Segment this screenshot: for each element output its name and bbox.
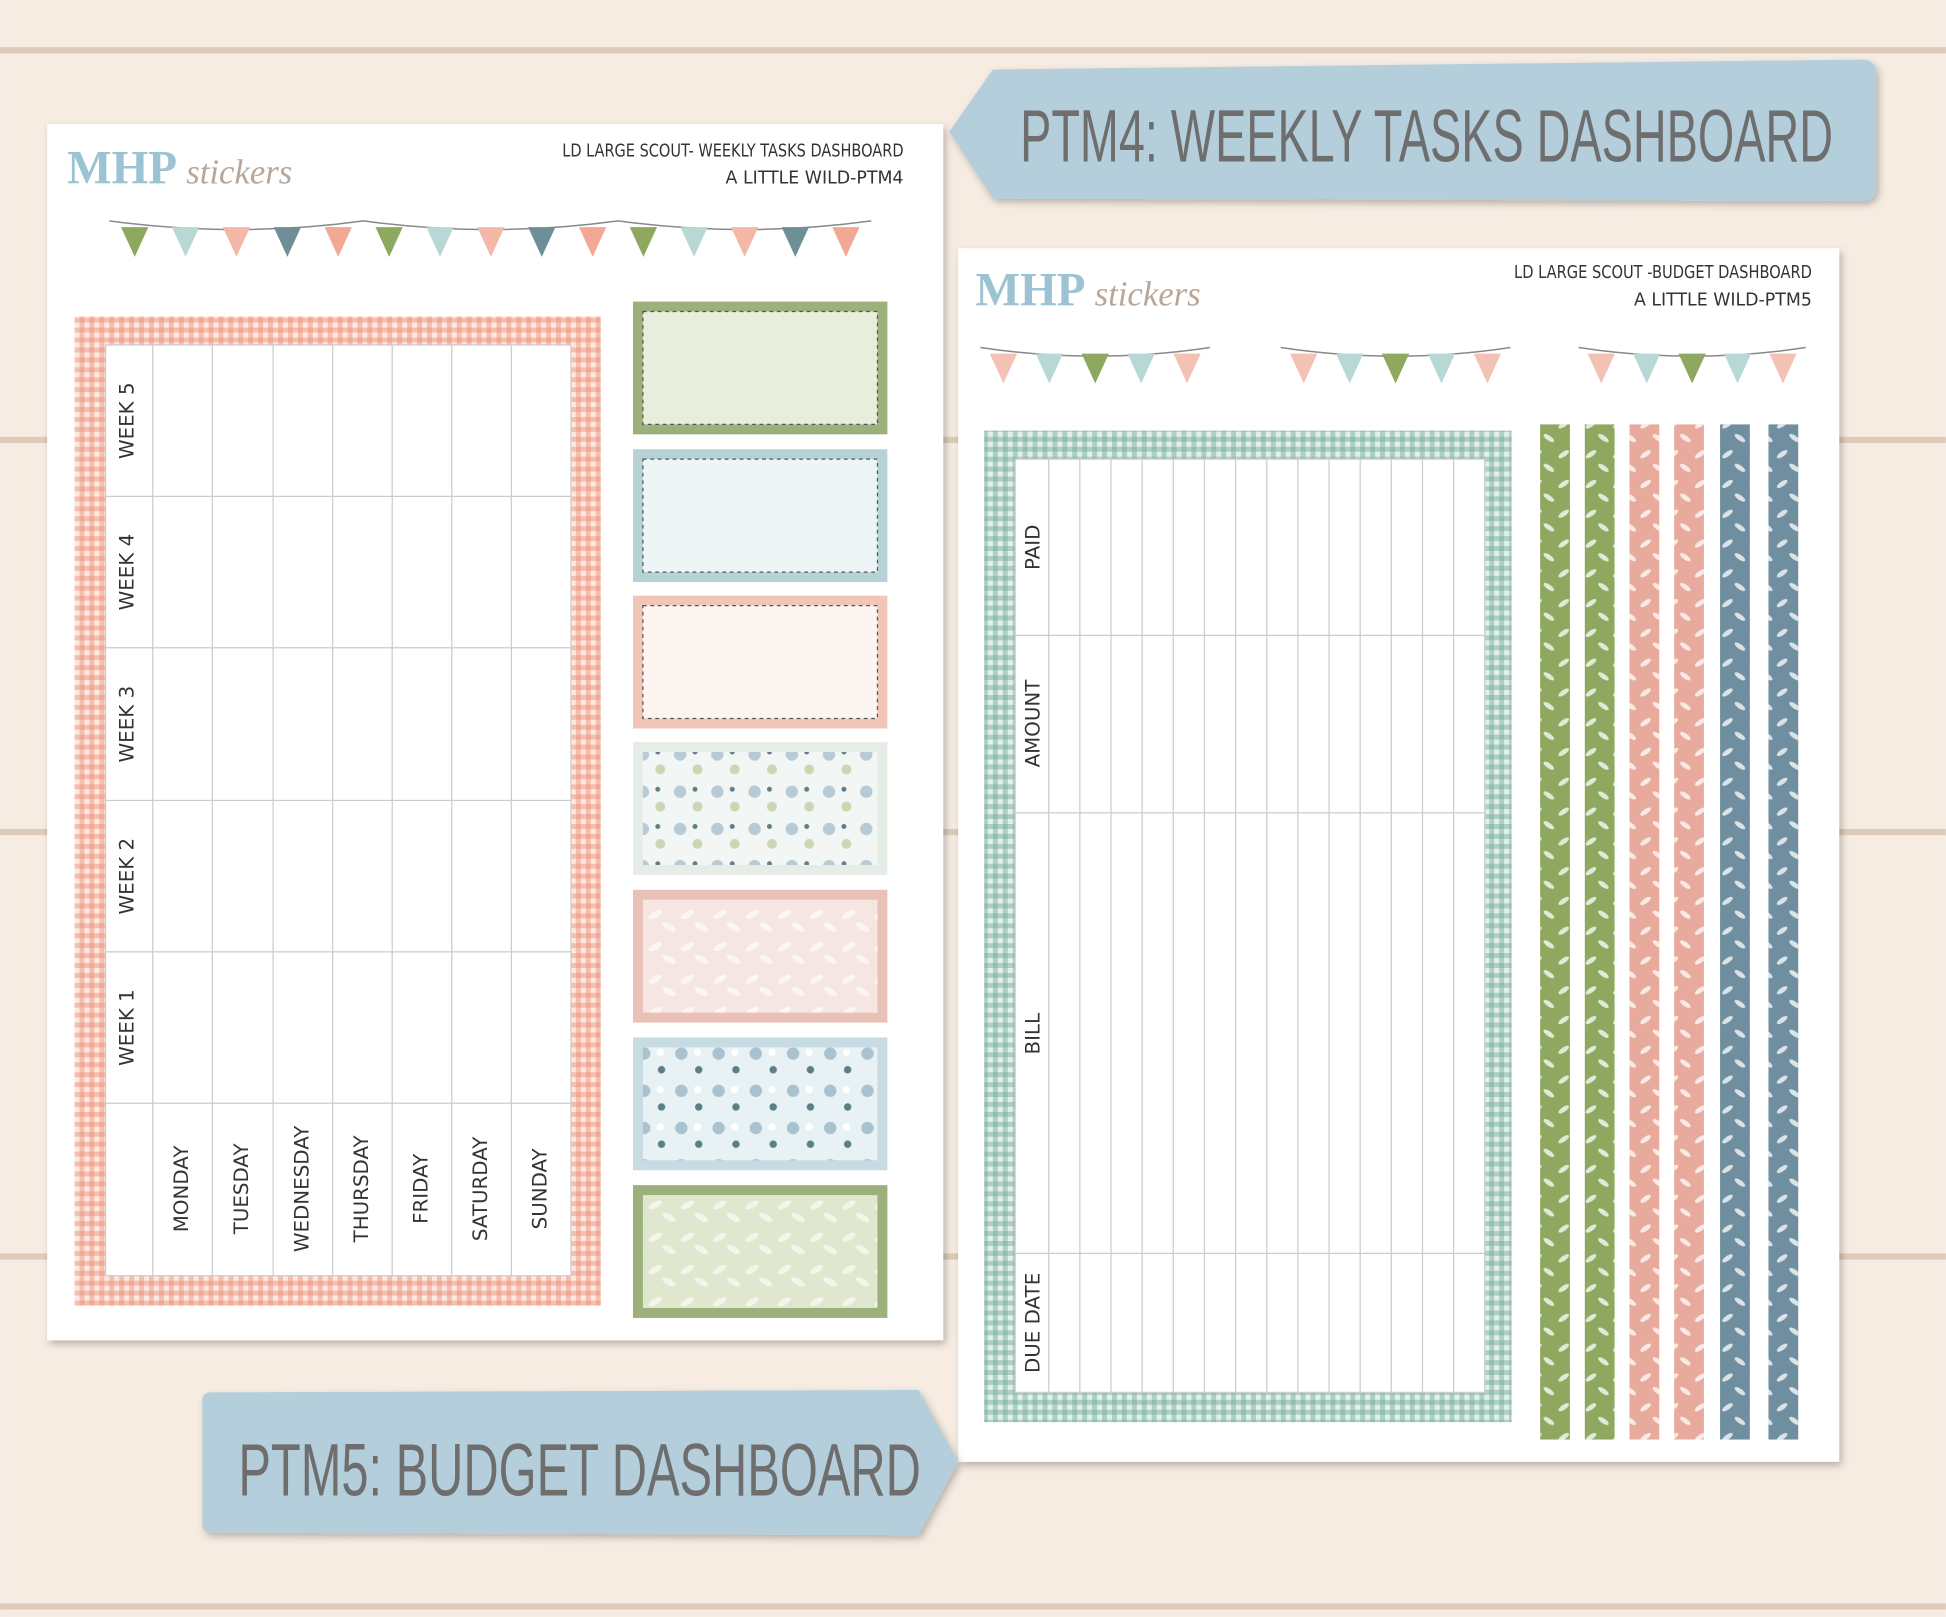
- sticker-box-inner: [642, 1195, 878, 1308]
- sticker-box-inner: [642, 899, 878, 1013]
- logo-script: stickers: [1095, 274, 1201, 313]
- bunting-flag: [731, 227, 759, 257]
- washi-pattern: [1768, 424, 1799, 1440]
- washi-pattern: [1720, 424, 1750, 1440]
- washi-pattern: [1674, 424, 1704, 1440]
- bunting-flag: [1473, 353, 1502, 384]
- week-label: WEEK 2: [115, 838, 138, 915]
- sticker-box-inner: [642, 752, 878, 865]
- sheet-header: LD LARGE SCOUT -BUDGET DASHBOARD: [1514, 263, 1812, 283]
- bunting-flag: [781, 227, 809, 257]
- bunting-flag: [375, 227, 403, 257]
- bunting-flag: [1381, 353, 1410, 384]
- bunting-flag: [1127, 353, 1155, 384]
- bunting-flag: [1678, 353, 1706, 384]
- task-grid-content: WEEK 5 WEEK 4 WEEK 3 WEEK 2 WEEK 1 MONDAY TUES…: [104, 344, 572, 1277]
- sticker-box-inner: [642, 458, 879, 573]
- sheet-header: LD LARGE SCOUT- WEEKLY TASKS DASHBOARD: [562, 141, 903, 161]
- bottom-banner-text: PTM5: BUDGET DASHBOARD: [238, 1428, 921, 1511]
- day-label: WEDNESDAY: [290, 1125, 313, 1252]
- bunting-flag: [1587, 353, 1615, 384]
- column-label: BILL: [1021, 1013, 1044, 1055]
- bunting-flag: [1173, 353, 1201, 384]
- week-label: WEEK 5: [115, 382, 138, 459]
- day-label: THURSDAY: [350, 1134, 373, 1243]
- week-label: WEEK 4: [115, 534, 138, 611]
- plank-gap: [0, 1603, 1946, 1610]
- bunting-flag: [680, 227, 708, 257]
- bunting-flag: [1081, 353, 1109, 384]
- day-label: FRIDAY: [410, 1153, 433, 1224]
- bunting-flag: [121, 227, 149, 257]
- logo-script: stickers: [186, 153, 292, 192]
- bunting-flag: [629, 227, 658, 257]
- sticker-box-inner: [642, 1047, 878, 1161]
- sticker-box-inner: [642, 310, 879, 426]
- day-label: SATURDAY: [469, 1136, 492, 1241]
- bottom-banner: [202, 1389, 959, 1536]
- washi-pattern: [1629, 424, 1660, 1440]
- bunting-flag: [1427, 353, 1456, 384]
- column-label: AMOUNT: [1021, 679, 1044, 768]
- bunting-flag: [1290, 353, 1318, 384]
- bunting-flag: [324, 227, 352, 257]
- bunting-flag: [989, 353, 1018, 384]
- bunting-flag: [1633, 353, 1661, 384]
- sticker-box-inner: [642, 604, 879, 720]
- sheet-header: A LITTLE WILD-PTM4: [726, 169, 904, 189]
- logo-brand: MHP: [67, 143, 177, 195]
- top-banner: [949, 59, 1877, 202]
- budget-grid: [1015, 459, 1485, 1393]
- bunting-flag: [578, 227, 607, 257]
- bunting-flag: [171, 227, 200, 257]
- week-label: WEEK 3: [115, 686, 138, 763]
- day-label: SUNDAY: [529, 1147, 552, 1229]
- task-grid: [105, 344, 571, 1276]
- bunting-flag: [477, 227, 505, 257]
- bunting-flag: [1035, 353, 1063, 384]
- top-banner-text: PTM4: WEEKLY TASKS DASHBOARD: [1020, 94, 1833, 177]
- plank-gap: [0, 47, 1946, 54]
- bunting-flag: [1335, 353, 1364, 384]
- logo-brand: MHP: [975, 264, 1085, 316]
- column-label: DUE DATE: [1021, 1273, 1044, 1373]
- week-label: WEEK 1: [115, 989, 138, 1066]
- bunting-flag: [832, 227, 860, 257]
- washi-pattern: [1584, 424, 1615, 1440]
- bunting-flag: [222, 227, 251, 257]
- washi-pattern: [1540, 424, 1570, 1440]
- bunting-flag: [273, 227, 302, 257]
- column-label: PAID: [1021, 525, 1044, 570]
- budget-grid-content: PAID AMOUNT BILL DUE DATE: [1014, 458, 1486, 1394]
- bunting-flag: [528, 227, 556, 257]
- sheet-header: A LITTLE WILD-PTM5: [1634, 290, 1812, 310]
- bunting-flag: [1769, 353, 1797, 384]
- day-label: TUESDAY: [230, 1143, 253, 1236]
- bunting-flag: [1723, 353, 1752, 384]
- bunting-flag: [426, 227, 454, 257]
- day-label: MONDAY: [170, 1145, 193, 1233]
